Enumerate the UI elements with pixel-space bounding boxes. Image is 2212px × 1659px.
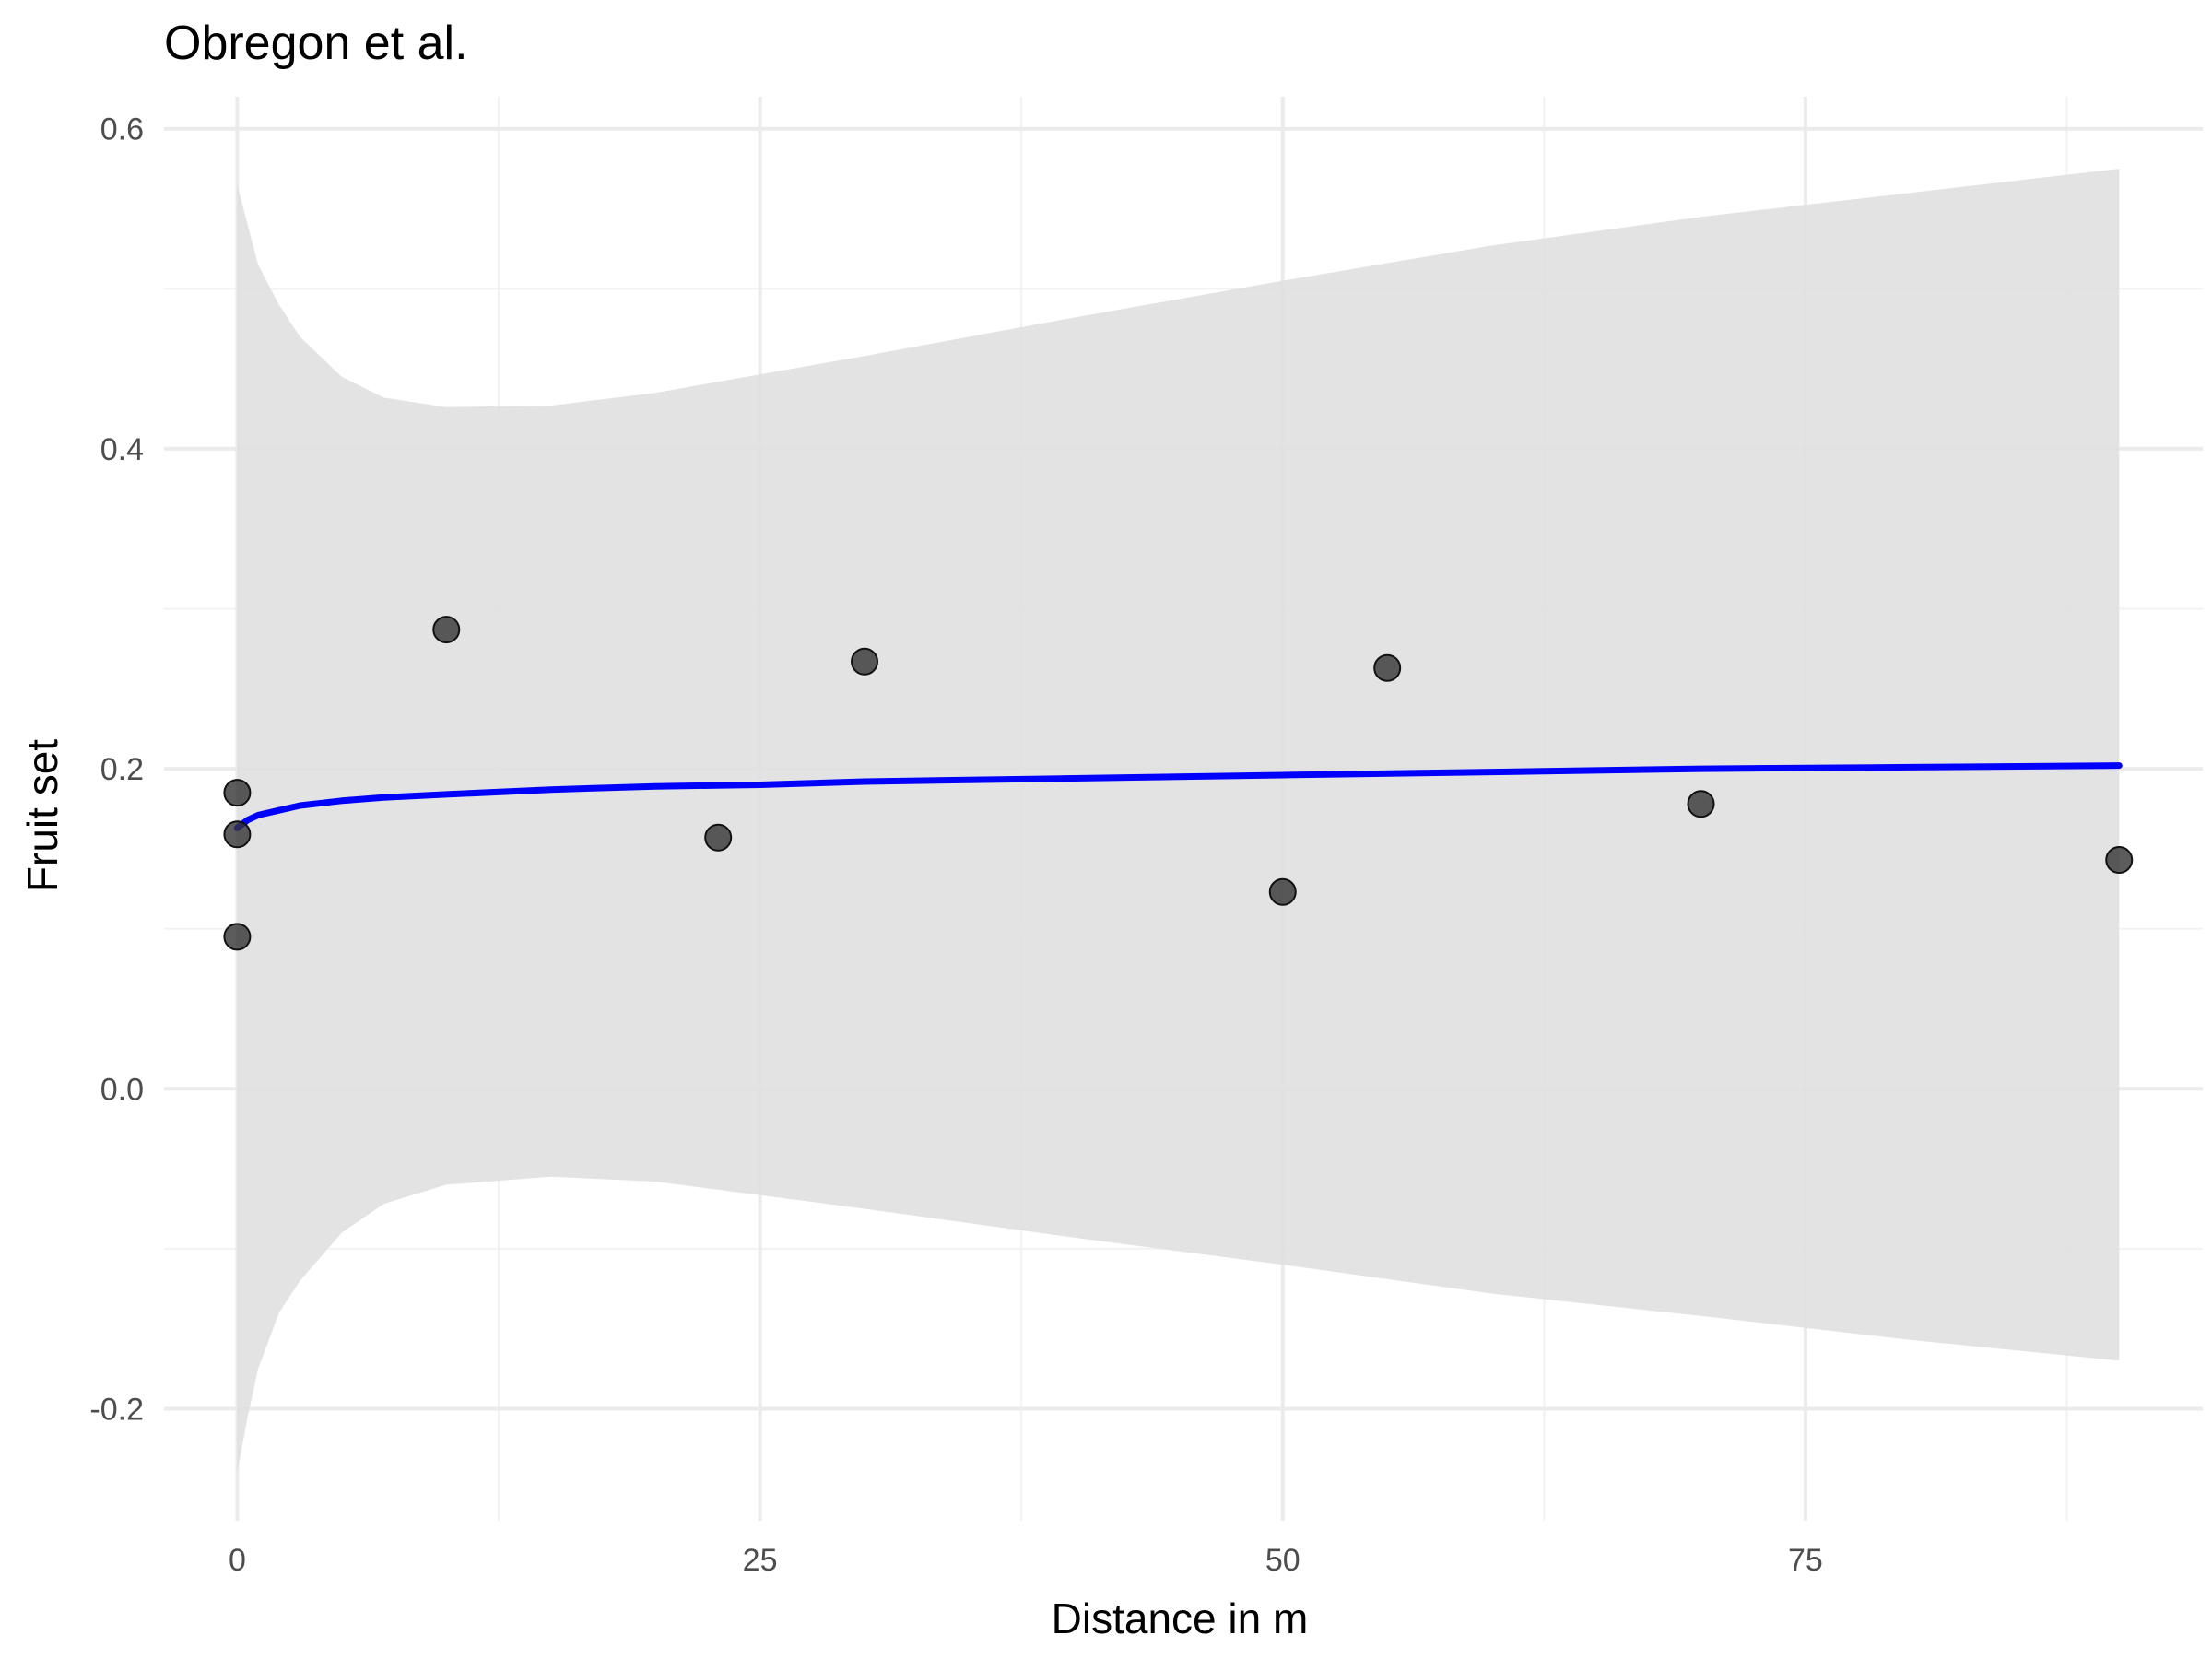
x-tick-label: 25	[743, 1543, 778, 1578]
x-tick-label: 75	[1788, 1543, 1823, 1578]
data-point	[223, 779, 252, 807]
y-tick-label: -0.2	[89, 1392, 144, 1427]
y-axis-title: Fruit set	[18, 739, 66, 892]
x-axis-ticks: 0 25 50 75	[229, 1543, 1823, 1578]
data-point	[223, 923, 252, 951]
x-tick-label: 50	[1265, 1543, 1300, 1578]
data-point	[1373, 653, 1402, 682]
fit-line	[233, 762, 2123, 831]
x-axis-title: Distance in m	[1052, 1594, 1309, 1642]
confidence-band	[237, 169, 2120, 1473]
data-point	[704, 823, 733, 852]
data-point	[432, 616, 461, 644]
data-point	[1268, 877, 1297, 906]
y-axis-ticks: -0.2 0.0 0.2 0.4 0.6	[89, 112, 144, 1428]
data-point	[851, 647, 879, 676]
y-tick-label: 0.4	[100, 432, 144, 467]
data-point	[223, 820, 252, 849]
chart-title: Obregon et al.	[164, 17, 468, 70]
y-tick-label: 0.2	[100, 752, 144, 787]
y-tick-label: 0.6	[100, 112, 144, 147]
x-tick-label: 0	[229, 1543, 246, 1578]
data-point	[2105, 846, 2134, 875]
data-point	[1687, 790, 1715, 818]
data-points	[223, 616, 2134, 951]
y-tick-label: 0.0	[100, 1072, 144, 1107]
